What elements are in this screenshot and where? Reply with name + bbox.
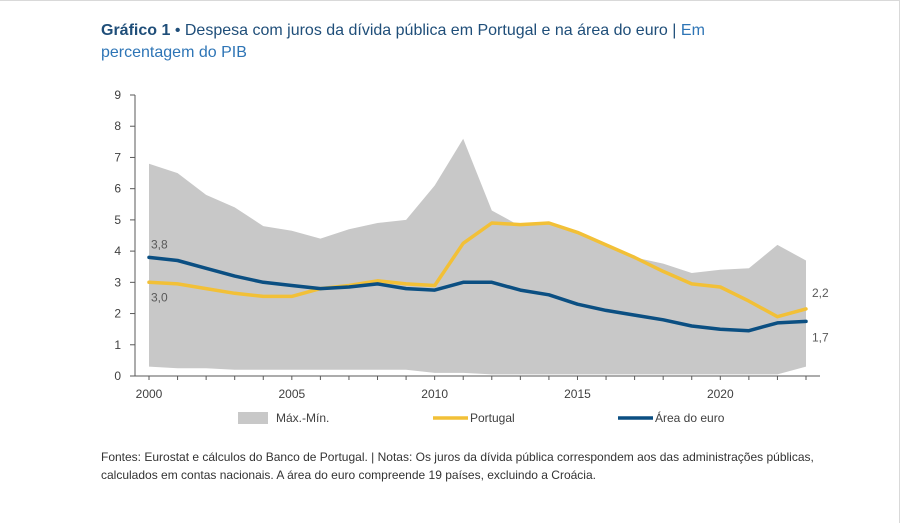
legend-label-portugal: Portugal bbox=[470, 411, 515, 425]
data-label: 3,0 bbox=[151, 290, 168, 304]
data-label: 2,2 bbox=[812, 286, 829, 300]
chart-title: Gráfico 1 • Despesa com juros da dívida … bbox=[101, 20, 801, 64]
max-min-band bbox=[149, 138, 806, 375]
data-label: 3,8 bbox=[151, 237, 168, 251]
y-tick-label: 9 bbox=[114, 88, 121, 102]
y-tick-label: 4 bbox=[114, 244, 121, 258]
title-unit: Em percentagem do PIB bbox=[101, 22, 705, 61]
chart-number: Gráfico 1 bbox=[101, 22, 171, 39]
x-tick-label: 2010 bbox=[421, 387, 448, 401]
title-text: Despesa com juros da dívida pública em P… bbox=[184, 22, 668, 39]
x-tick-label: 2015 bbox=[564, 387, 591, 401]
x-tick-label: 2005 bbox=[278, 387, 305, 401]
y-tick-label: 1 bbox=[114, 338, 121, 352]
y-tick-label: 0 bbox=[114, 369, 121, 383]
y-tick-label: 8 bbox=[114, 119, 121, 133]
top-border bbox=[0, 0, 900, 1]
y-tick-label: 2 bbox=[114, 307, 121, 321]
legend-swatch-band bbox=[238, 412, 268, 424]
title-bullet: • bbox=[174, 22, 181, 39]
portugal-line bbox=[147, 221, 808, 319]
data-label: 1,7 bbox=[812, 330, 829, 344]
legend-label-euro: Área do euro bbox=[655, 410, 725, 425]
title-separator: | bbox=[672, 22, 677, 39]
x-tick-label: 2020 bbox=[707, 387, 734, 401]
y-tick-label: 6 bbox=[114, 182, 121, 196]
y-tick-label: 5 bbox=[114, 213, 121, 227]
x-tick-label: 2000 bbox=[136, 387, 163, 401]
legend-label-band: Máx.-Mín. bbox=[276, 411, 329, 425]
chart-canvas: 0 1 2 3 4 5 6 7 8 9 2000 2005 2010 2015 2020 3,8 3,0 2,2 1… bbox=[114, 88, 829, 425]
euro-area-line bbox=[147, 255, 808, 333]
footer-notes: Fontes: Eurostat e cálculos do Banco de … bbox=[101, 450, 814, 482]
y-tick-label: 7 bbox=[114, 150, 121, 164]
y-tick-label: 3 bbox=[114, 275, 121, 289]
